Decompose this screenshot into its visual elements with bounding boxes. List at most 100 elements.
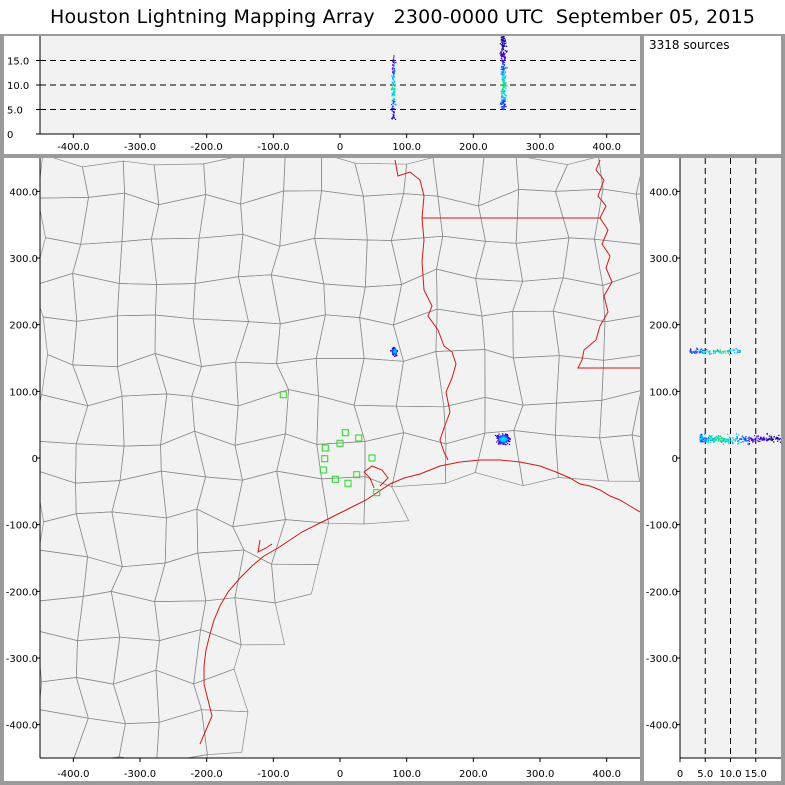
map-source-point: [498, 439, 500, 441]
sources-count: 3318 sources: [649, 38, 730, 52]
ns-alt-source-point: [738, 351, 740, 353]
ns-alt-source-point: [770, 436, 772, 439]
ns-alt-source-point: [773, 441, 775, 443]
map-source-point: [502, 433, 504, 435]
map-source-point: [502, 443, 504, 445]
alt-ew-source-point: [393, 64, 395, 66]
alt-ew-source-point: [501, 76, 504, 78]
map-source-point: [392, 353, 394, 356]
ns-alt-source-point: [739, 350, 742, 353]
ns-alt-source-point: [734, 439, 736, 441]
alt-ew-source-point: [503, 43, 505, 45]
ns-alt-source-point: [719, 350, 721, 353]
lma-station-marker: [321, 455, 329, 463]
map-source-point: [394, 348, 396, 350]
map-source-point: [392, 347, 394, 349]
alt-ew-source-point: [391, 100, 393, 102]
laguna-madre: [257, 539, 273, 553]
ns-alt-source-point: [724, 438, 726, 440]
ns-alt-y-tick-label: 100.0: [649, 387, 678, 398]
ns-alt-source-point: [759, 438, 761, 440]
alt-ew-source-point: [500, 51, 502, 53]
alt-ew-source-point: [503, 78, 505, 81]
ns-alt-source-point: [699, 434, 701, 437]
ns-alt-source-point: [712, 352, 715, 354]
alt-ew-source-point: [393, 97, 395, 100]
alt-ew-source-point: [505, 75, 507, 77]
ns-alt-source-point: [710, 438, 712, 440]
ns-alt-source-point: [713, 350, 715, 352]
alt-ew-source-point: [501, 42, 504, 44]
alt-ew-source-point: [504, 93, 506, 95]
map-source-point: [394, 349, 397, 351]
ns-alt-source-point: [710, 436, 712, 438]
ns-alt-source-point: [706, 349, 709, 351]
ns-alt-source-point: [723, 350, 725, 352]
map-source-point: [505, 434, 507, 436]
ns-alt-source-point: [702, 352, 704, 354]
ns-alt-source-point: [708, 434, 711, 437]
ns-alt-y-tick-label: -200.0: [646, 587, 678, 598]
ns-alt-source-point: [709, 351, 711, 353]
alt-ew-source-point: [393, 74, 395, 76]
ns-alt-source-point: [776, 438, 779, 440]
ns-alt-source-point: [747, 437, 749, 439]
ns-alt-source-point: [701, 438, 704, 441]
map-sources: [389, 346, 511, 446]
ns-alt-source-point: [694, 352, 696, 354]
alt-ew-source-point: [506, 67, 508, 69]
ns-alt-y-tick-label: -300.0: [646, 654, 678, 665]
map-source-point: [507, 442, 509, 445]
ns-alt-source-point: [734, 440, 737, 442]
ns-alt-source-point: [705, 348, 708, 351]
map-source-point: [502, 437, 504, 439]
map-source-point: [498, 437, 500, 439]
ns-alt-source-point: [722, 443, 724, 445]
map-source-point: [500, 440, 502, 442]
alt-ew-source-point: [502, 79, 504, 81]
alt-ew-source-point: [502, 77, 504, 79]
map-x-tick-label: 100.0: [392, 769, 421, 780]
ns-alt-source-point: [760, 436, 762, 438]
ns-alt-source-point: [715, 351, 717, 353]
ns-alt-source-point: [725, 439, 727, 442]
ns-alt-source-point: [735, 347, 737, 350]
ns-alt-source-point: [691, 352, 693, 354]
county-boundary: [643, 271, 681, 317]
ns-alt-source-point: [738, 434, 740, 436]
alt-ew-source-point: [504, 105, 506, 108]
alt-ew-x-tick-label: -300.0: [124, 142, 156, 153]
map-source-point: [394, 352, 396, 354]
alt-ew-source-point: [391, 118, 393, 120]
ns-alt-source-point: [736, 436, 738, 438]
ns-alt-source-point: [720, 352, 723, 355]
ns-alt-source-point: [701, 436, 703, 439]
ns-alt-source-point: [704, 440, 706, 442]
alt-ew-source-point: [502, 52, 504, 55]
ns-alt-y-tick-label: 0: [672, 454, 678, 465]
alt-ew-source-point: [504, 97, 506, 99]
ns-alt-source-point: [736, 348, 738, 351]
ns-alt-source-point: [706, 440, 708, 442]
alt-ew-source-point: [500, 90, 502, 93]
county-boundary: [201, 709, 249, 755]
alt-ew-y-tick-label: 10.0: [7, 81, 29, 92]
ns-alt-source-point: [749, 438, 751, 440]
ns-alt-source-point: [725, 438, 728, 440]
map-source-point: [497, 435, 499, 437]
alt-ew-source-point: [504, 50, 506, 52]
map-source-point: [392, 352, 394, 354]
map-source-point: [505, 436, 508, 438]
alt-ew-source-point: [504, 78, 506, 80]
ns-alt-source-point: [757, 435, 760, 437]
map-source-point: [396, 354, 398, 357]
ns-alt-source-point: [714, 352, 716, 354]
ns-alt-source-point: [775, 438, 777, 440]
map-source-point: [393, 351, 395, 353]
ns-alt-source-point: [754, 440, 756, 442]
ns-alt-source-point: [732, 437, 734, 439]
ns-alt-source-point: [766, 438, 768, 441]
ns-alt-source-point: [709, 437, 711, 440]
ns-alt-source-point: [751, 439, 754, 441]
ns-alt-source-point: [766, 439, 768, 442]
